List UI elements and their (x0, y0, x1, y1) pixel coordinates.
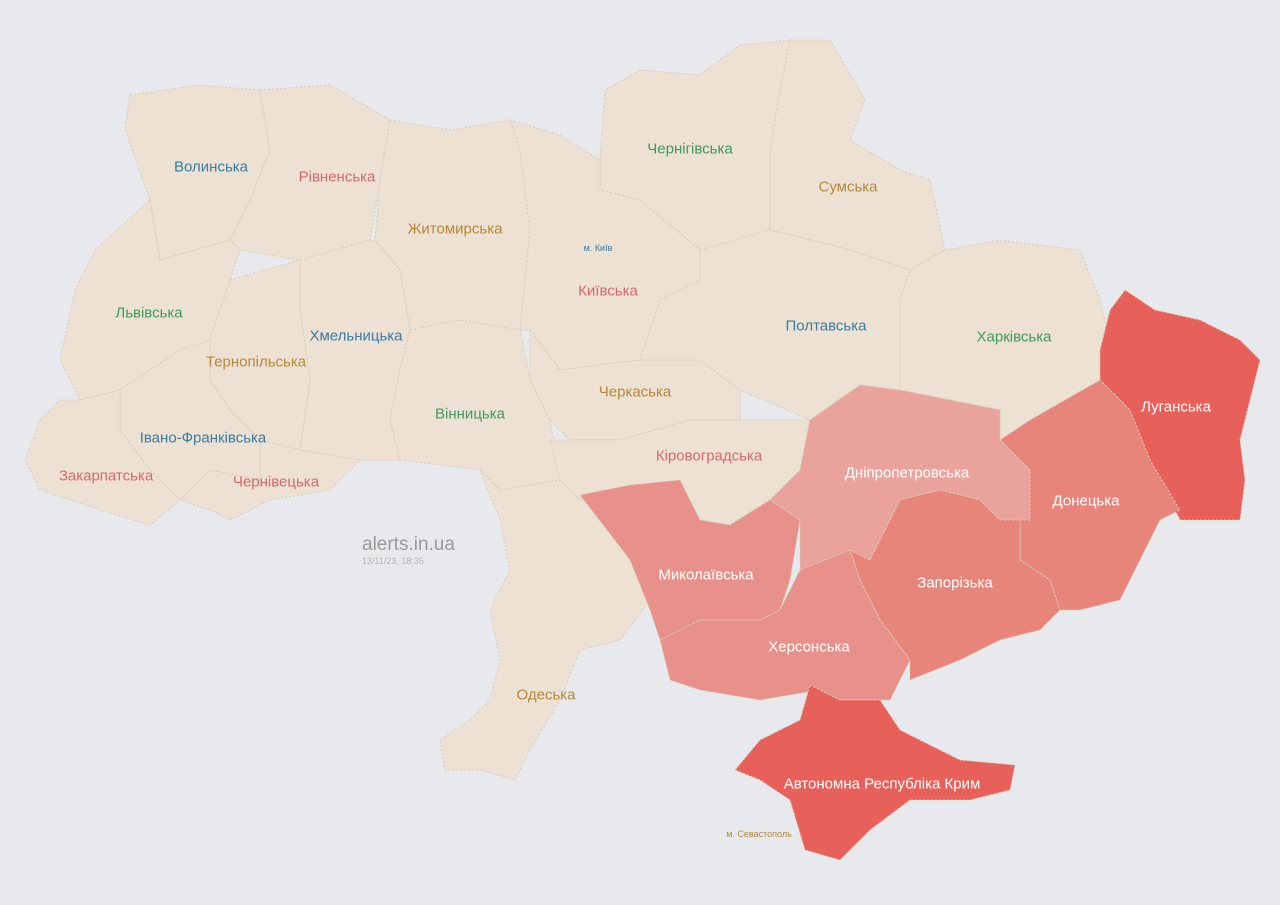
watermark-timestamp: 13/11/23, 18:35 (362, 556, 424, 566)
region-16-label: Чернівецька (232, 473, 320, 491)
region-23-label: Запорізька (917, 574, 993, 592)
region-8-label: Хмельницька (309, 327, 403, 345)
region-2-label: Житомирська (407, 220, 503, 238)
region-14-shape[interactable] (119, 339, 261, 501)
region-19-shape[interactable] (1099, 289, 1261, 521)
region-20-label: Дніпропетровська (844, 464, 970, 482)
region-14-label: Івано-Франківська (139, 429, 267, 447)
region-7-shape[interactable] (59, 199, 241, 401)
region-26-label: м. Севастополь (726, 829, 792, 839)
region-13-label: Черкаська (598, 383, 672, 401)
region-10-label: Полтавська (785, 317, 867, 335)
region-22-shape[interactable] (579, 479, 801, 641)
region-23-shape[interactable] (849, 489, 1061, 681)
region-13-shape[interactable] (529, 328, 741, 441)
region-19-label: Луганська (1141, 398, 1211, 416)
region-6-shape[interactable] (509, 119, 701, 371)
watermark-site: alerts.in.ua (362, 534, 455, 555)
region-4-shape[interactable] (769, 39, 946, 271)
region-11-label: Харківська (976, 328, 1052, 346)
region-12-shape[interactable] (389, 319, 561, 491)
region-1-shape[interactable] (229, 84, 391, 261)
region-16-shape[interactable] (179, 439, 362, 521)
region-0-label: Волинська (174, 158, 248, 176)
region-10-shape[interactable] (639, 229, 911, 421)
region-9-label: Тернопільська (205, 353, 307, 371)
region-24-shape[interactable] (659, 549, 911, 701)
region-0-shape[interactable] (124, 84, 271, 261)
region-3-label: Чернігівська (647, 140, 733, 158)
region-4-label: Сумська (818, 178, 878, 196)
region-25-label: Автономна Республіка Крим (783, 775, 981, 793)
region-7-label: Львівська (115, 304, 183, 322)
region-21-label: Донецька (1052, 492, 1120, 510)
region-20-shape[interactable] (769, 384, 1031, 571)
region-24-label: Херсонська (768, 638, 850, 656)
region-25-shape[interactable] (734, 684, 1016, 861)
region-6-label: Київська (578, 282, 638, 300)
region-1-label: Рівненська (298, 168, 376, 186)
region-18-label: Одеська (516, 686, 576, 704)
region-15-label: Закарпатська (58, 467, 154, 485)
region-22-label: Миколаївська (658, 566, 754, 584)
region-15-shape[interactable] (24, 389, 181, 526)
region-12-label: Вінницька (435, 405, 505, 423)
region-21-shape[interactable] (999, 379, 1181, 611)
region-5-label: м. Київ (583, 243, 613, 253)
region-17-label: Кіровоградська (655, 447, 763, 465)
